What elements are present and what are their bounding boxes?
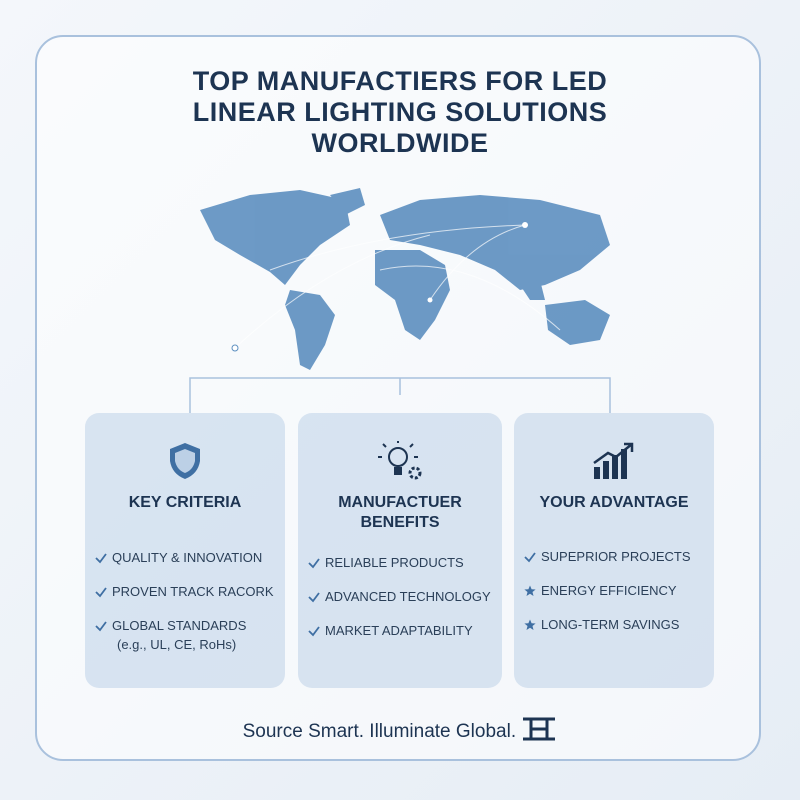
bulb-icon — [378, 441, 422, 480]
footer: Source Smart. Illuminate Global. — [0, 716, 800, 743]
item-text: ENERGY EFFICIENCY — [541, 583, 677, 598]
tagline: Source Smart. Illuminate Global. — [242, 721, 517, 742]
item: PROVEN TRACK RACORK — [95, 584, 279, 599]
chart-icon — [593, 442, 634, 479]
card-heading: YOUR ADVANTAGE — [539, 494, 689, 511]
item: GLOBAL STANDARDS (e.g., UL, CE, RoHs) — [95, 618, 279, 652]
title-line: LINEAR LIGHTING SOLUTIONS — [192, 97, 608, 127]
title-line: TOP MANUFACTIERS FOR LED — [192, 66, 608, 96]
item-text: RELIABLE PRODUCTS — [325, 555, 464, 570]
card: MANUFACTUER BENEFITS RELIABLE PRODUCTS A… — [298, 413, 502, 688]
item: RELIABLE PRODUCTS — [308, 555, 496, 570]
card-heading: MANUFACTUER BENEFITS — [338, 494, 462, 531]
item-text: MARKET ADAPTABILITY — [325, 623, 473, 638]
card: YOUR ADVANTAGE SUPEPRIOR PROJECTS ENERGY… — [514, 413, 714, 688]
item-text: PROVEN TRACK RACORK — [112, 584, 274, 599]
item-text: ADVANCED TECHNOLOGY — [325, 589, 491, 604]
title: TOP MANUFACTIERS FOR LED LINEAR LIGHTING… — [0, 66, 800, 159]
item-text: GLOBAL STANDARDS — [112, 618, 247, 633]
logo-icon — [523, 717, 556, 741]
item: ENERGY EFFICIENCY — [524, 583, 708, 598]
item: QUALITY & INNOVATION — [95, 550, 279, 565]
shield-icon — [170, 443, 200, 479]
item-text: SUPEPRIOR PROJECTS — [541, 549, 691, 564]
item: ADVANCED TECHNOLOGY — [308, 589, 496, 604]
item: LONG-TERM SAVINGS — [524, 617, 708, 632]
item-text: QUALITY & INNOVATION — [112, 550, 263, 565]
card: KEY CRITERIA QUALITY & INNOVATION PROVEN… — [85, 413, 285, 688]
item: MARKET ADAPTABILITY — [308, 623, 496, 638]
title-line: WORLDWIDE — [311, 128, 489, 158]
card-heading: KEY CRITERIA — [128, 494, 242, 511]
item-text: LONG-TERM SAVINGS — [541, 617, 680, 632]
item-note: (e.g., UL, CE, RoHs) — [117, 637, 237, 652]
item: SUPEPRIOR PROJECTS — [524, 549, 708, 564]
